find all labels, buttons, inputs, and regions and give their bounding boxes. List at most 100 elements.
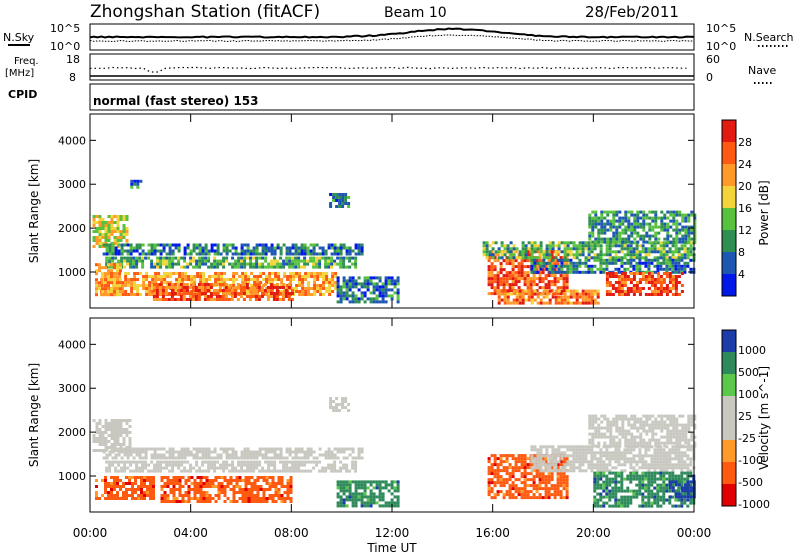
heatmap-cell xyxy=(530,292,534,296)
heatmap-cell xyxy=(273,259,277,263)
heatmap-cell xyxy=(148,293,152,296)
heatmap-cell xyxy=(249,256,253,260)
heatmap-cell xyxy=(215,283,219,286)
heatmap-cell xyxy=(117,249,121,253)
heatmap-cell xyxy=(184,494,188,497)
heatmap-cell xyxy=(499,463,503,467)
heatmap-cell xyxy=(500,256,504,260)
heatmap-cell xyxy=(390,288,394,292)
heatmap-cell xyxy=(306,456,310,460)
heatmap-cell xyxy=(168,256,172,260)
heatmap-cell xyxy=(636,210,640,214)
heatmap-cell xyxy=(612,438,616,442)
heatmap-cell xyxy=(277,482,281,485)
heatmap-cell xyxy=(339,486,343,490)
heatmap-cell xyxy=(243,460,247,464)
heatmap-cell xyxy=(163,278,167,281)
heatmap-cell xyxy=(98,218,102,221)
heatmap-cell xyxy=(550,262,554,266)
heatmap-cell xyxy=(162,456,166,460)
heatmap-cell xyxy=(514,277,518,281)
heatmap-cell xyxy=(138,466,142,470)
heatmap-cell xyxy=(529,463,533,467)
heatmap-cell xyxy=(591,216,595,220)
heatmap-cell xyxy=(253,281,257,284)
heatmap-cell xyxy=(612,234,616,238)
heatmap-cell xyxy=(538,478,542,482)
heatmap-cell xyxy=(259,500,263,503)
heatmap-cell xyxy=(536,244,540,248)
heatmap-cell xyxy=(341,205,345,208)
heatmap-cell xyxy=(247,476,251,479)
heatmap-cell xyxy=(581,250,585,254)
heatmap-cell xyxy=(192,466,196,470)
heatmap-cell xyxy=(160,479,164,482)
heatmap-cell xyxy=(225,463,229,467)
heatmap-cell xyxy=(270,447,274,451)
heatmap-cell xyxy=(315,252,319,256)
heatmap-cell xyxy=(128,482,131,485)
heatmap-cell xyxy=(497,295,501,299)
heatmap-cell xyxy=(244,272,248,275)
heatmap-cell xyxy=(108,243,112,247)
heatmap-cell xyxy=(219,456,223,460)
heatmap-cell xyxy=(526,280,530,284)
heatmap-cell xyxy=(693,225,697,229)
heatmap-cell xyxy=(669,225,673,229)
heatmap-cell xyxy=(687,231,691,235)
heatmap-cell xyxy=(105,469,109,473)
heatmap-cell xyxy=(95,290,98,294)
heatmap-cell xyxy=(116,440,120,443)
heatmap-cell xyxy=(225,249,229,253)
heatmap-cell xyxy=(375,285,379,289)
heatmap-cell xyxy=(575,256,579,260)
heatmap-cell xyxy=(490,496,494,500)
heatmap-cell xyxy=(487,292,491,296)
heatmap-cell xyxy=(626,287,630,290)
heatmap-cell xyxy=(615,426,619,430)
heatmap-cell xyxy=(101,218,105,221)
heatmap-cell xyxy=(241,491,245,494)
heatmap-cell xyxy=(644,454,648,458)
heatmap-cell xyxy=(95,281,98,285)
heatmap-cell xyxy=(265,287,269,290)
heatmap-cell xyxy=(107,281,110,285)
heatmap-cell xyxy=(172,491,176,494)
heatmap-cell xyxy=(493,277,497,281)
heatmap-cell xyxy=(130,182,134,186)
heatmap-cell xyxy=(160,476,164,479)
heatmap-cell xyxy=(512,256,516,260)
heatmap-cell xyxy=(345,498,349,502)
heatmap-cell xyxy=(283,272,287,275)
heatmap-cell xyxy=(342,243,346,247)
heatmap-cell xyxy=(596,267,600,271)
heatmap-cell xyxy=(279,453,283,457)
heatmap-cell xyxy=(136,287,140,290)
heatmap-cell xyxy=(614,258,618,262)
heatmap-cell xyxy=(235,479,239,482)
heatmap-cell xyxy=(618,444,622,448)
heatmap-cell xyxy=(508,472,512,476)
heatmap-cell xyxy=(660,210,664,214)
heatmap-cell xyxy=(596,469,600,473)
heatmap-cell xyxy=(538,472,542,476)
heatmap-cell xyxy=(626,275,630,278)
heatmap-cell xyxy=(227,289,231,292)
heatmap-cell xyxy=(659,451,663,455)
heatmap-cell xyxy=(279,249,283,253)
heatmap-cell xyxy=(175,278,179,281)
heatmap-cell xyxy=(146,476,149,479)
heatmap-cell xyxy=(668,272,672,275)
heatmap-cell xyxy=(578,258,582,262)
heatmap-cell xyxy=(178,287,182,290)
heatmap-cell xyxy=(102,252,106,256)
heatmap-cell xyxy=(566,267,570,271)
heatmap-cell xyxy=(363,300,367,304)
heatmap-cell xyxy=(351,492,355,496)
heatmap-cell xyxy=(172,272,176,275)
heatmap-cell xyxy=(218,286,222,289)
heatmap-cell xyxy=(189,262,193,266)
heatmap-cell xyxy=(539,445,543,449)
heatmap-cell xyxy=(357,297,361,301)
heatmap-cell xyxy=(372,300,376,304)
